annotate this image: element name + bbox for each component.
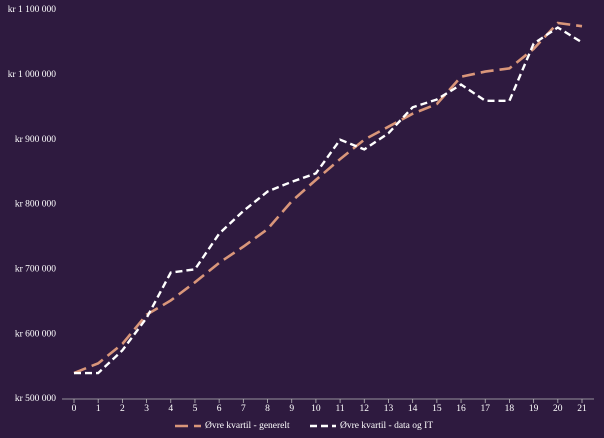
series-line <box>73 21 583 375</box>
x-tick-label: 21 <box>577 404 587 414</box>
y-tick-label: kr 900 000 <box>15 135 56 145</box>
x-tick-label: 4 <box>168 404 173 414</box>
x-tick-label: 17 <box>480 404 490 414</box>
x-tick-label: 15 <box>432 404 442 414</box>
x-tick-label: 6 <box>217 404 222 414</box>
series-line <box>74 26 583 375</box>
x-tick-label: 20 <box>553 404 563 414</box>
y-tick-label: kr 600 000 <box>15 329 56 339</box>
x-tick-label: 18 <box>505 404 515 414</box>
x-tick-label: 10 <box>311 404 321 414</box>
x-tick-label: 0 <box>72 404 77 414</box>
x-tick-label: 2 <box>120 404 125 414</box>
y-tick-label: kr 1 000 000 <box>8 70 57 80</box>
x-tick-label: 9 <box>289 404 294 414</box>
x-tick-label: 14 <box>408 404 418 414</box>
y-tick-label: kr 500 000 <box>15 394 56 404</box>
x-tick-label: 1 <box>96 404 101 414</box>
x-tick-label: 8 <box>265 404 270 414</box>
legend-label: Øvre kvartil - generelt <box>205 421 290 431</box>
y-tick-label: kr 700 000 <box>15 265 56 275</box>
x-tick-label: 11 <box>336 404 345 414</box>
x-tick-label: 19 <box>529 404 539 414</box>
x-tick-label: 7 <box>241 404 246 414</box>
x-tick-label: 13 <box>384 404 394 414</box>
y-tick-label: kr 800 000 <box>15 200 56 210</box>
y-tick-label: kr 1 100 000 <box>8 5 57 15</box>
x-tick-label: 12 <box>360 404 370 414</box>
x-tick-label: 5 <box>193 404 198 414</box>
x-tick-label: 3 <box>144 404 149 414</box>
legend-label: Øvre kvartil - data og IT <box>340 421 433 431</box>
x-tick-label: 16 <box>456 404 466 414</box>
